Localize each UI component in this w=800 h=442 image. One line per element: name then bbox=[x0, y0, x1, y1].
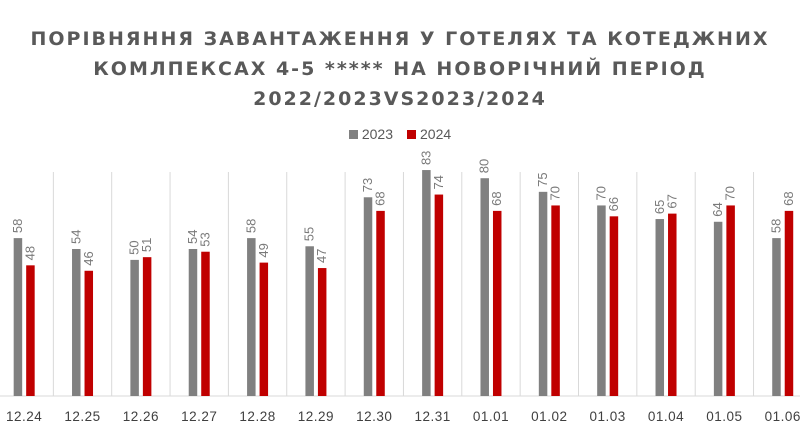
data-label-2024-01.05: 70 bbox=[723, 186, 738, 200]
data-label-2024-01.06: 68 bbox=[781, 191, 796, 205]
x-tick-label: 12.30 bbox=[356, 409, 392, 424]
data-label-2024-12.26: 51 bbox=[139, 238, 154, 252]
data-label-2023-12.27: 54 bbox=[185, 230, 200, 244]
bar-2023-01.04 bbox=[655, 219, 665, 396]
bar-2024-01.06 bbox=[784, 210, 794, 396]
bar-2023-01.05 bbox=[713, 221, 723, 396]
bar-2023-12.30 bbox=[363, 197, 373, 396]
bar-2024-12.26 bbox=[142, 257, 152, 396]
data-label-2023-01.02: 75 bbox=[535, 172, 550, 186]
bar-2024-01.04 bbox=[668, 213, 677, 396]
legend-item-2023: 2023 bbox=[348, 126, 393, 142]
data-label-2023-12.29: 55 bbox=[302, 227, 317, 241]
data-label-2024-12.25: 46 bbox=[81, 251, 96, 265]
data-label-2024-01.01: 68 bbox=[489, 191, 504, 205]
data-label-2023-12.30: 73 bbox=[360, 178, 375, 192]
bar-2023-12.24 bbox=[13, 238, 23, 396]
bar-2023-01.01 bbox=[480, 178, 489, 396]
x-tick-label: 01.01 bbox=[473, 409, 509, 424]
bar-2023-12.27 bbox=[188, 249, 198, 396]
bar-2023-01.03 bbox=[597, 205, 606, 396]
legend-swatch-2024 bbox=[407, 129, 416, 139]
data-label-2024-01.04: 67 bbox=[664, 194, 679, 208]
bar-2024-12.29 bbox=[317, 268, 327, 396]
bar-2023-12.31 bbox=[422, 170, 431, 396]
data-label-2024-12.28: 49 bbox=[256, 243, 271, 257]
chart-title-line-3: 2022/2023VS2023/2024 bbox=[253, 88, 547, 110]
data-label-2024-12.31: 74 bbox=[431, 175, 446, 189]
bar-2023-01.02 bbox=[538, 191, 548, 396]
data-label-2024-12.27: 53 bbox=[197, 232, 212, 246]
bar-2023-01.06 bbox=[772, 238, 781, 396]
x-tick-label: 01.04 bbox=[648, 409, 684, 424]
data-label-2023-01.06: 58 bbox=[768, 219, 783, 233]
x-tick-label: 01.06 bbox=[765, 409, 800, 424]
x-tick-label: 01.05 bbox=[706, 409, 742, 424]
data-label-2023-01.01: 80 bbox=[477, 159, 492, 173]
bar-2024-12.30 bbox=[376, 210, 385, 396]
data-label-2024-01.02: 70 bbox=[548, 186, 563, 200]
bar-2024-12.31 bbox=[434, 194, 444, 396]
bar-2024-01.01 bbox=[492, 210, 502, 396]
x-tick-label: 12.27 bbox=[181, 409, 217, 424]
data-label-2023-01.04: 65 bbox=[652, 200, 667, 214]
data-label-2023-01.03: 70 bbox=[593, 186, 608, 200]
x-tick-label: 12.24 bbox=[6, 409, 42, 424]
x-tick-label: 12.25 bbox=[64, 409, 100, 424]
x-tick-label: 12.31 bbox=[414, 409, 450, 424]
x-tick-label: 12.29 bbox=[298, 409, 334, 424]
chart-title: ПОРІВНЯННЯ ЗАВАНТАЖЕННЯ У ГОТЕЛЯХ ТА КОТ… bbox=[0, 24, 800, 114]
data-label-2023-12.31: 83 bbox=[418, 151, 433, 165]
data-label-2024-12.30: 68 bbox=[373, 191, 388, 205]
bar-2023-12.25 bbox=[72, 249, 81, 396]
data-label-2023-12.28: 58 bbox=[243, 219, 258, 233]
x-tick-label: 12.26 bbox=[123, 409, 159, 424]
legend-swatch-2023 bbox=[348, 129, 358, 139]
bar-2024-01.03 bbox=[609, 216, 619, 396]
bar-2024-12.25 bbox=[84, 270, 94, 396]
data-label-2023-01.05: 64 bbox=[710, 202, 725, 216]
chart-title-line-2: КОМЛПЕКСАХ 4-5 ***** НА НОВОРІЧНИЙ ПЕРІО… bbox=[93, 58, 707, 80]
x-tick-label: 01.02 bbox=[531, 409, 567, 424]
data-label-2023-12.24: 58 bbox=[10, 219, 25, 233]
bar-2024-01.05 bbox=[726, 205, 735, 396]
data-label-2024-12.24: 48 bbox=[22, 246, 37, 260]
legend-item-2024: 2024 bbox=[407, 126, 451, 142]
bar-2023-12.29 bbox=[305, 246, 314, 396]
data-label-2023-12.26: 50 bbox=[127, 240, 142, 254]
bar-2024-12.27 bbox=[201, 251, 210, 396]
chart-title-line-1: ПОРІВНЯННЯ ЗАВАНТАЖЕННЯ У ГОТЕЛЯХ ТА КОТ… bbox=[30, 28, 770, 50]
bar-2024-12.28 bbox=[259, 262, 269, 396]
bar-2023-12.26 bbox=[130, 259, 139, 396]
bar-2024-12.24 bbox=[26, 265, 35, 396]
chart-legend: 2023 2024 bbox=[0, 126, 800, 142]
bar-2023-12.28 bbox=[247, 238, 256, 396]
data-label-2024-01.03: 66 bbox=[606, 197, 621, 211]
legend-label-2024: 2024 bbox=[420, 126, 452, 142]
bar-2024-01.02 bbox=[551, 205, 560, 396]
data-label-2024-12.29: 47 bbox=[314, 249, 329, 263]
x-tick-label: 12.28 bbox=[239, 409, 275, 424]
x-tick-label: 01.03 bbox=[590, 409, 626, 424]
data-label-2023-12.25: 54 bbox=[68, 230, 83, 244]
legend-label-2023: 2023 bbox=[361, 126, 393, 142]
